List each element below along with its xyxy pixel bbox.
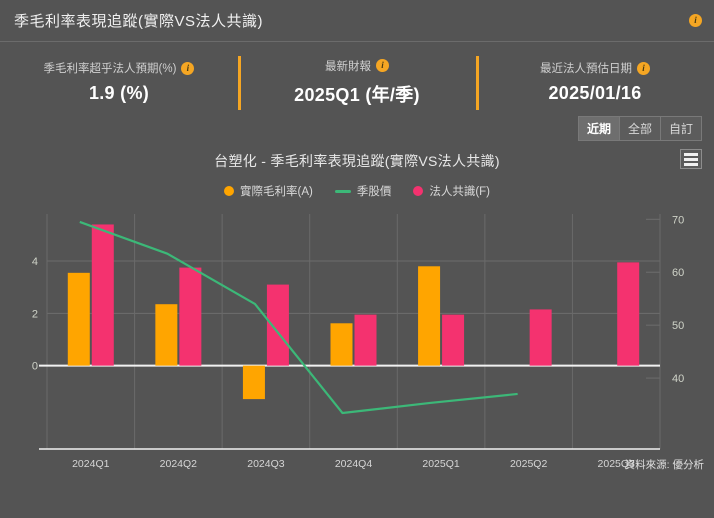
bar-consensus[interactable] [179,267,202,366]
kpi-label: 最近法人預估日期 i [540,60,650,76]
right-axis-tick: 70 [672,214,684,226]
range-button-recent[interactable]: 近期 [578,116,620,141]
chart-legend: 實際毛利率(A) 季股價 法人共識(F) [0,183,714,199]
legend-item-consensus[interactable]: 法人共識(F) [413,183,490,199]
left-axis-tick: 4 [32,256,38,268]
bar-consensus[interactable] [266,284,289,366]
bar-actual-margin[interactable] [155,304,178,366]
chart-source-label: 資料來源: 優分析 [624,459,704,471]
chart-container: 台塑化 - 季毛利率表現追蹤(實際VS法人共識) 實際毛利率(A) 季股價 法人… [0,141,714,491]
kpi-label: 季毛利率超乎法人預期(%) i [44,60,195,76]
kpi-latest-estimate-date: 最近法人預估日期 i 2025/01/16 [476,50,714,114]
kpi-value: 2025/01/16 [548,83,642,103]
x-axis-tick: 2024Q3 [247,458,285,470]
kpi-latest-report: 最新財報 i 2025Q1 (年/季) [238,50,476,114]
kpi-info-icon[interactable]: i [637,61,650,75]
right-axis-tick: 50 [672,320,684,332]
x-axis-tick: 2025Q3 [598,458,636,470]
range-button-all[interactable]: 全部 [619,116,661,141]
kpi-label: 最新財報 i [325,58,389,74]
x-axis-tick: 2024Q1 [72,458,110,470]
legend-label: 法人共識(F) [429,186,491,198]
legend-label: 實際毛利率(A) [239,186,313,198]
menu-bar [684,162,698,166]
left-axis-tick: 0 [32,361,38,373]
hamburger-menu-icon[interactable] [680,149,702,169]
range-toolbar: 近期 全部 自訂 [0,114,714,141]
bar-consensus[interactable] [91,224,114,366]
legend-swatch-orange [223,186,234,196]
bar-actual-margin[interactable] [330,323,353,366]
chart-plot-area: 0 2 4 40 50 60 70 2024Q1 2024Q2 2024Q3 2024Q4 2025Q… [0,209,714,474]
right-axis-tick: 60 [672,267,684,279]
bar-consensus[interactable] [442,314,465,366]
chart-title: 台塑化 - 季毛利率表現追蹤(實際VS法人共識) [214,153,500,169]
right-axis-tick: 40 [672,373,684,385]
bar-actual-margin[interactable] [67,272,90,366]
range-button-group: 近期 全部 自訂 [578,116,702,141]
x-axis-tick: 2025Q2 [510,458,548,470]
kpi-info-icon[interactable]: i [376,59,389,72]
header-info-icon[interactable]: i [689,14,702,27]
range-button-custom[interactable]: 自訂 [660,116,702,141]
kpi-gross-margin-surprise: 季毛利率超乎法人預期(%) i 1.9 (%) [0,50,238,114]
legend-item-quarter-price[interactable]: 季股價 [334,183,392,199]
kpi-label-text: 最新財報 [325,60,371,73]
x-axis-tick: 2024Q4 [335,458,373,470]
kpi-strip: 季毛利率超乎法人預期(%) i 1.9 (%) 最新財報 i 2025Q1 (年… [0,42,714,114]
legend-item-actual-margin[interactable]: 實際毛利率(A) [223,183,313,199]
kpi-label-text: 季毛利率超乎法人預期(%) [43,63,177,75]
menu-bar [684,157,698,161]
bar-consensus[interactable] [354,314,377,366]
page-title: 季毛利率表現追蹤(實際VS法人共識) [14,13,264,30]
kpi-value: 1.9 (%) [88,83,150,103]
line-quarter-price[interactable] [79,220,518,415]
legend-line-green [334,189,351,193]
left-axis-tick: 2 [32,308,38,320]
menu-bar [684,152,698,156]
kpi-value: 2025Q1 (年/季) [294,84,420,105]
legend-swatch-pink [413,186,424,196]
legend-label: 季股價 [356,186,392,198]
bar-consensus[interactable] [617,262,640,366]
x-axis-tick: 2025Q1 [422,458,460,470]
bar-consensus[interactable] [529,309,552,366]
kpi-label-text: 最近法人預估日期 [540,63,632,75]
x-axis-tick: 2024Q2 [160,458,198,470]
chart-svg: 0 2 4 40 50 60 70 2024Q1 2024Q2 2024Q3 2024Q4 2025Q… [32,214,684,470]
page-header: 季毛利率表現追蹤(實際VS法人共識) i [0,0,714,42]
kpi-info-icon[interactable]: i [181,61,195,75]
bar-actual-margin[interactable] [418,266,441,366]
bar-actual-margin[interactable] [242,365,265,400]
